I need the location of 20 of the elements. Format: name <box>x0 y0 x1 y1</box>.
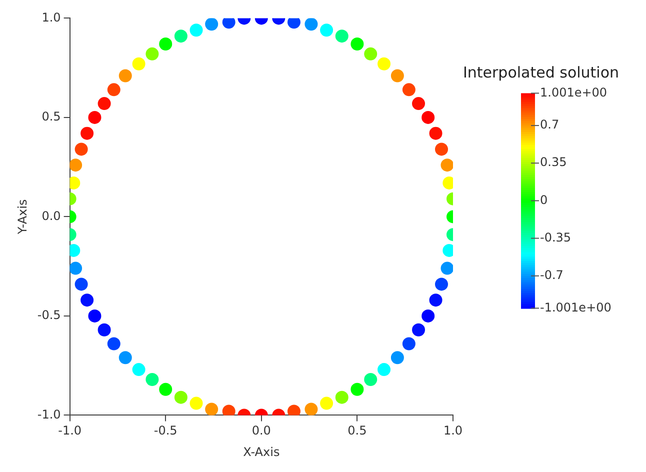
color-bar-title: Interpolated solution <box>462 64 620 82</box>
x-tick-label: 0.0 <box>252 424 271 438</box>
y-tick-label: -0.5 <box>37 308 61 322</box>
y-axis-title: Y-Axis <box>15 199 30 236</box>
color-bar-label: -0.7 <box>540 268 564 282</box>
color-bar-label: -1.001e+00 <box>540 300 612 314</box>
x-tick-label: 0.5 <box>348 424 367 438</box>
y-tick-label: 1.0 <box>42 10 61 24</box>
color-bar-label: 0.35 <box>540 155 567 170</box>
color-bar-label: 1.001e+00 <box>540 85 608 100</box>
color-bar-label: 0.7 <box>540 118 560 132</box>
color-bar-label: -0.35 <box>540 230 572 244</box>
x-tick-label: 1.0 <box>443 424 463 438</box>
x-tick-label: -0.5 <box>154 424 178 438</box>
color-bar-label: 0 <box>540 192 548 207</box>
y-tick-label: -1.0 <box>37 407 61 422</box>
y-tick-label: 0.0 <box>42 208 61 223</box>
x-tick-label: -1.0 <box>58 424 82 438</box>
y-tick-label: 0.5 <box>42 110 61 124</box>
x-axis-title: X-Axis <box>243 444 280 459</box>
